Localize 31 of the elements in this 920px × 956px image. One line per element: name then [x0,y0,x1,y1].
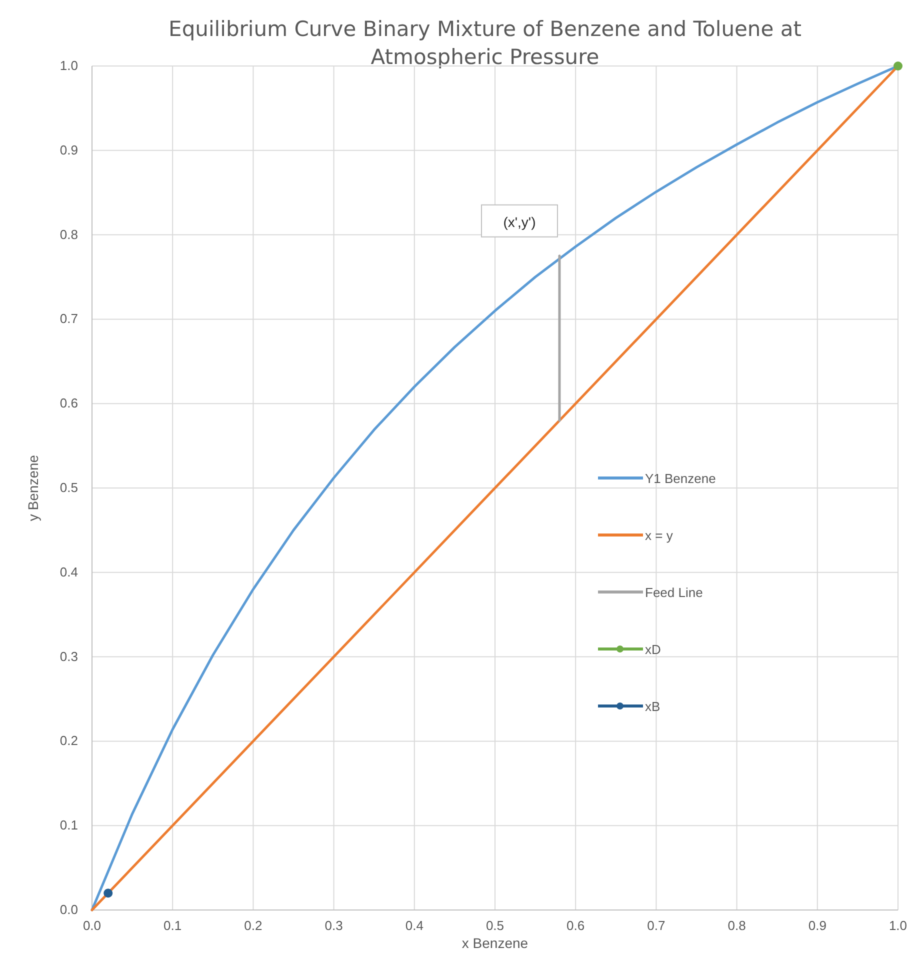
y-tick-label: 0.6 [60,396,78,411]
x-tick-label: 0.8 [728,918,746,933]
y-tick-label: 0.8 [60,226,78,242]
y-tick-label: 0.2 [60,733,78,748]
x-tick-label: 0.4 [405,918,424,933]
legend-label: Y1 Benzene [645,471,716,486]
x-tick-label: 0.2 [244,918,262,933]
x-tick-label: 0.3 [324,918,343,933]
y-tick-label: 0.3 [60,648,78,664]
x-tick-label: 0.0 [82,918,102,933]
x-tick-label: 0.1 [164,918,182,933]
legend-label: xD [645,642,661,657]
y-tick-label: 0.9 [60,142,78,158]
x-tick-label: 0.5 [486,918,504,933]
y-tick-label: 0.7 [60,311,78,326]
x-axis-title: x Benzene [462,935,528,951]
x-tick-label: 0.9 [808,918,826,933]
x-tick-label: 1.0 [888,918,908,933]
y-tick-label: 0.5 [60,480,78,495]
x-tick-label: 0.7 [647,918,666,933]
y-tick-label: 1.0 [60,58,78,73]
y-tick-label: 0.0 [60,902,78,917]
legend-label: x = y [645,528,674,543]
y-tick-label: 0.1 [60,818,78,833]
legend-label: xB [645,699,660,714]
chart-title: Equilibrium Curve Binary Mixture of Benzene and Toluene at Atmospheric Pressure [168,17,802,69]
y-tick-label: 0.4 [60,564,78,580]
y-axis-title: y Benzene [25,454,41,522]
x-tick-label: 0.6 [566,918,585,933]
annotation: (x',y') [503,214,536,230]
legend-label: Feed Line [645,585,703,600]
